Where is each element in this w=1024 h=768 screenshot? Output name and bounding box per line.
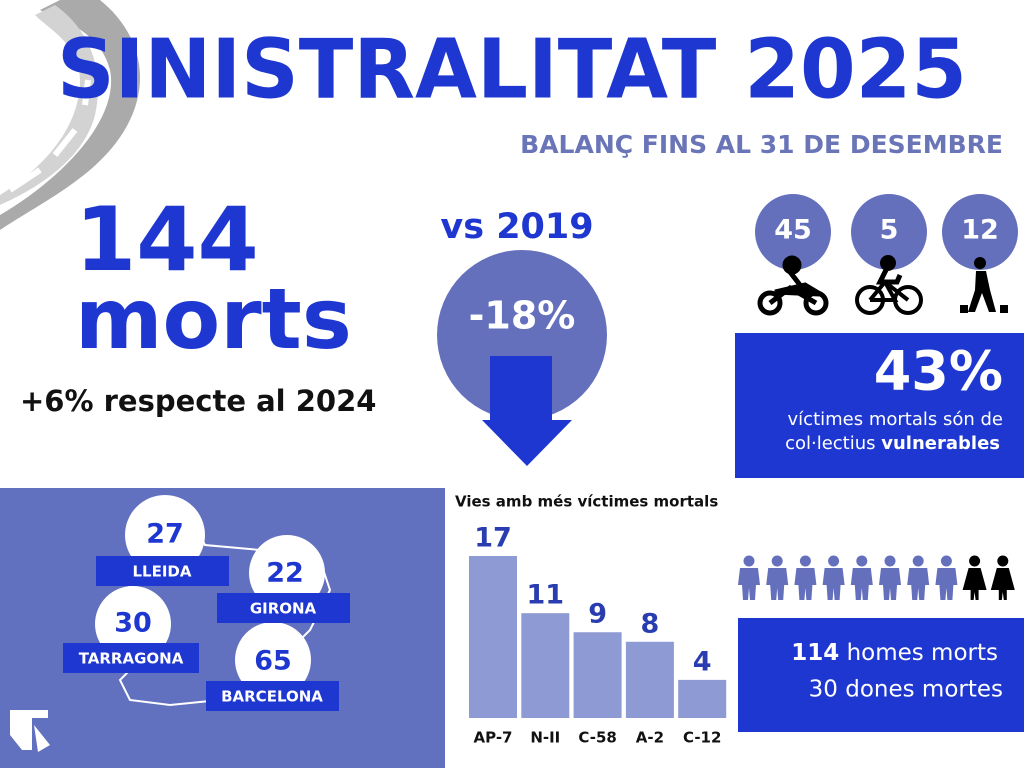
bar: [573, 632, 622, 718]
value-label: 8: [641, 608, 660, 639]
province-name: GIRONA: [250, 600, 317, 618]
count: 12: [961, 215, 999, 246]
value-label: 4: [693, 646, 712, 677]
person-body: [822, 568, 845, 600]
person-head: [969, 555, 981, 567]
motorbike-icon: [757, 255, 829, 316]
person-head: [771, 555, 783, 567]
provinces: 27 LLEIDA 22 GIRONA 30 TARRAGONA 65 BARC…: [63, 495, 350, 711]
vulnerable-share: 43%: [874, 340, 1003, 403]
value-label: 17: [474, 523, 512, 554]
title: SINISTRALITAT 2025: [57, 22, 967, 117]
person-body: [962, 568, 987, 600]
total-number: 144: [75, 188, 259, 291]
comparison-value: -18%: [469, 294, 576, 338]
province-name: BARCELONA: [221, 688, 323, 706]
bar: [521, 613, 570, 718]
women-text: 30 dones mortes: [809, 677, 1003, 703]
x-tick-label: C-12: [683, 729, 721, 747]
comparison-label: vs 2019: [440, 207, 593, 247]
chart-title: Vies amb més víctimes mortals: [455, 493, 718, 511]
bicycle-icon: [855, 255, 923, 315]
bar: [625, 641, 674, 718]
person-body: [935, 568, 958, 600]
province-value: 27: [146, 519, 184, 550]
bar: [469, 556, 517, 718]
vulnerable-counts: 45 5 12: [755, 194, 1018, 270]
total-change: +6% respecte al 2024: [20, 384, 376, 418]
map-panel: [0, 488, 445, 768]
pedestrian-icon: [960, 257, 1008, 313]
road-decoration: [0, 0, 140, 230]
comparison-circle: [437, 250, 607, 420]
x-tick-label: A-2: [636, 729, 664, 747]
value-label: 9: [588, 599, 607, 630]
x-tick-label: N-II: [530, 729, 560, 747]
total-unit: morts: [75, 270, 352, 368]
person-head: [799, 555, 811, 567]
person-head: [856, 555, 868, 567]
province-name: LLEIDA: [132, 563, 191, 581]
logo: [10, 710, 50, 752]
person-head: [912, 555, 924, 567]
count: 5: [880, 215, 899, 246]
men-text: 114 homes morts: [791, 640, 998, 666]
vulnerable-box: [735, 333, 1024, 478]
bar-chart: 17 AP-7 11 N-II 9 C-58 8 A-2 4 C-12: [469, 523, 727, 747]
men-label: homes morts: [847, 640, 998, 666]
person-head: [884, 555, 896, 567]
text-part: col·lectius: [785, 433, 875, 454]
x-tick-label: C-58: [578, 729, 616, 747]
subtitle: BALANÇ FINS AL 31 DE DESEMBRE: [520, 130, 1003, 159]
person-body: [738, 568, 760, 600]
vulnerable-text: col·lectius vulnerables: [785, 433, 1000, 454]
person-body: [794, 568, 817, 600]
count: 45: [774, 215, 812, 246]
person-head: [940, 555, 952, 567]
text-bold: vulnerables: [881, 433, 1000, 454]
province-value: 22: [266, 558, 304, 589]
person-head: [828, 555, 840, 567]
province-name: TARRAGONA: [79, 650, 184, 668]
value-label: 11: [527, 580, 565, 611]
person-body: [907, 568, 930, 600]
province-value: 30: [114, 608, 152, 639]
down-arrow: [482, 356, 572, 466]
person-body: [766, 568, 789, 600]
province-value: 65: [254, 646, 292, 677]
person-body: [990, 568, 1015, 600]
vulnerable-text: víctimes mortals són de: [788, 409, 1003, 430]
person-body: [850, 568, 873, 600]
gender-box: [738, 618, 1024, 732]
people-icons: [738, 555, 1015, 600]
person-head: [997, 555, 1009, 567]
x-tick-label: AP-7: [473, 729, 512, 747]
bar: [678, 679, 727, 718]
person-head: [743, 555, 755, 567]
person-body: [879, 568, 901, 600]
men-count: 114: [791, 640, 839, 666]
